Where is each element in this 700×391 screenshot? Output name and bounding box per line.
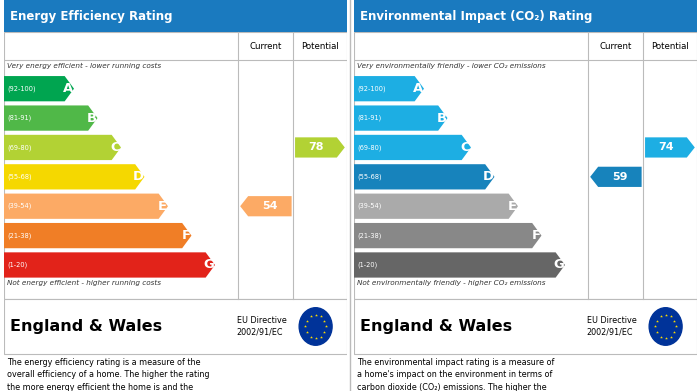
Text: England & Wales: England & Wales — [360, 319, 512, 334]
Text: 74: 74 — [658, 142, 673, 152]
Text: The energy efficiency rating is a measure of the
overall efficiency of a home. T: The energy efficiency rating is a measur… — [7, 358, 209, 391]
Polygon shape — [295, 137, 345, 158]
Polygon shape — [354, 135, 471, 160]
Text: (92-100): (92-100) — [8, 86, 36, 92]
Text: (1-20): (1-20) — [358, 262, 378, 268]
Text: A: A — [413, 82, 424, 95]
Polygon shape — [354, 106, 447, 131]
Polygon shape — [4, 194, 168, 219]
Text: F: F — [531, 229, 540, 242]
Text: B: B — [437, 111, 447, 125]
Text: D: D — [132, 170, 144, 183]
Text: Energy Efficiency Rating: Energy Efficiency Rating — [10, 9, 172, 23]
Text: EU Directive
2002/91/EC: EU Directive 2002/91/EC — [237, 316, 286, 337]
Text: F: F — [181, 229, 190, 242]
Text: The environmental impact rating is a measure of
a home's impact on the environme: The environmental impact rating is a mea… — [357, 358, 554, 391]
Text: C: C — [461, 141, 470, 154]
Polygon shape — [4, 164, 144, 190]
Text: E: E — [158, 200, 167, 213]
Circle shape — [299, 308, 332, 345]
Text: Potential: Potential — [651, 41, 689, 51]
Bar — [4, 299, 346, 354]
Polygon shape — [354, 252, 565, 278]
Text: 59: 59 — [612, 172, 628, 182]
Bar — [354, 299, 696, 354]
Text: Potential: Potential — [301, 41, 339, 51]
Text: Not environmentally friendly - higher CO₂ emissions: Not environmentally friendly - higher CO… — [357, 280, 545, 286]
Bar — [4, 32, 346, 299]
Bar — [354, 0, 696, 32]
Circle shape — [649, 308, 682, 345]
Polygon shape — [4, 252, 215, 278]
Text: 54: 54 — [262, 201, 278, 211]
Polygon shape — [354, 194, 518, 219]
Text: (92-100): (92-100) — [358, 86, 386, 92]
Polygon shape — [354, 76, 424, 101]
Text: (55-68): (55-68) — [8, 174, 32, 180]
Text: (55-68): (55-68) — [358, 174, 382, 180]
Text: (69-80): (69-80) — [358, 144, 382, 151]
Polygon shape — [4, 76, 74, 101]
Text: (39-54): (39-54) — [358, 203, 382, 210]
Polygon shape — [240, 196, 292, 216]
Text: D: D — [482, 170, 493, 183]
Text: Very environmentally friendly - lower CO₂ emissions: Very environmentally friendly - lower CO… — [357, 63, 545, 70]
Text: England & Wales: England & Wales — [10, 319, 162, 334]
Text: Environmental Impact (CO₂) Rating: Environmental Impact (CO₂) Rating — [360, 9, 592, 23]
Polygon shape — [354, 164, 494, 190]
Text: C: C — [111, 141, 120, 154]
Text: 78: 78 — [308, 142, 323, 152]
Text: (1-20): (1-20) — [8, 262, 28, 268]
Text: Very energy efficient - lower running costs: Very energy efficient - lower running co… — [7, 63, 161, 70]
Text: (69-80): (69-80) — [8, 144, 32, 151]
Bar — [354, 32, 696, 299]
Polygon shape — [4, 135, 121, 160]
Text: Current: Current — [600, 41, 632, 51]
Text: (21-38): (21-38) — [358, 232, 382, 239]
Text: A: A — [63, 82, 74, 95]
Text: G: G — [203, 258, 214, 271]
Text: Not energy efficient - higher running costs: Not energy efficient - higher running co… — [7, 280, 161, 286]
Text: Current: Current — [250, 41, 282, 51]
Polygon shape — [4, 106, 97, 131]
Polygon shape — [590, 167, 642, 187]
Text: (21-38): (21-38) — [8, 232, 32, 239]
Text: B: B — [87, 111, 97, 125]
Text: (39-54): (39-54) — [8, 203, 32, 210]
Text: (81-91): (81-91) — [358, 115, 382, 121]
Polygon shape — [354, 223, 542, 248]
Text: (81-91): (81-91) — [8, 115, 32, 121]
Polygon shape — [645, 137, 695, 158]
Text: G: G — [553, 258, 564, 271]
Text: EU Directive
2002/91/EC: EU Directive 2002/91/EC — [587, 316, 636, 337]
Bar — [4, 0, 346, 32]
Polygon shape — [4, 223, 192, 248]
Text: E: E — [508, 200, 517, 213]
